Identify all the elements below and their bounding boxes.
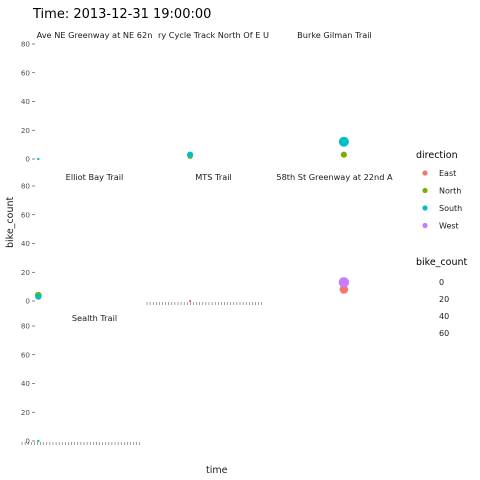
y-tick-label: 40 bbox=[21, 239, 31, 248]
x-tick-labels bbox=[22, 442, 140, 445]
facet-panel: MTS Trail bbox=[189, 172, 232, 302]
y-tick-label: 80 bbox=[21, 182, 31, 191]
data-point bbox=[339, 137, 349, 147]
size-legend-label: 20 bbox=[439, 295, 449, 304]
facet-strip-label: Sealth Trail bbox=[72, 313, 117, 323]
y-tick-label: 60 bbox=[21, 210, 31, 219]
data-point bbox=[339, 277, 349, 287]
facet-strip-label: 58th St Greenway at 22nd A bbox=[276, 172, 393, 182]
legend-key-dot bbox=[422, 188, 427, 193]
size-legend-label: 60 bbox=[439, 329, 449, 338]
y-tick-label: 20 bbox=[21, 408, 31, 417]
y-tick-label: 80 bbox=[21, 322, 31, 331]
data-point bbox=[341, 152, 347, 158]
legend-key-label: South bbox=[439, 204, 462, 213]
legend-key-label: West bbox=[439, 222, 459, 231]
facet-panel: Elliot Bay Trail 0 20 40 60 80 bbox=[21, 172, 123, 306]
color-legend-title: direction bbox=[416, 150, 458, 161]
y-tick-label: 80 bbox=[21, 40, 31, 49]
data-point bbox=[189, 300, 191, 302]
legend-key-label: East bbox=[439, 169, 456, 178]
x-axis-title: time bbox=[206, 465, 228, 476]
facet-strip-label: Ave NE Greenway at NE 62n bbox=[37, 30, 153, 40]
y-axis-title: bike_count bbox=[5, 196, 16, 248]
facet-strip-label: ry Cycle Track North Of E U bbox=[158, 30, 269, 40]
y-tick-label: 0 bbox=[25, 297, 30, 306]
legend-key-dot bbox=[422, 223, 427, 228]
size-legend-label: 0 bbox=[439, 278, 444, 287]
facet-strip-label: Burke Gilman Trail bbox=[297, 30, 372, 40]
facet-panel: Ave NE Greenway at NE 62n 0 20 40 60 80 bbox=[21, 30, 153, 164]
facet-strip-label: MTS Trail bbox=[195, 172, 232, 182]
facet-panels: Ave NE Greenway at NE 62n 0 20 40 60 80 ry Cyc… bbox=[21, 30, 393, 446]
data-point bbox=[35, 294, 41, 300]
y-tick-label: 60 bbox=[21, 68, 31, 77]
data-point bbox=[37, 158, 39, 160]
facet-panel: Sealth Trail 0 20 40 60 80 bbox=[21, 313, 117, 446]
y-tick-label: 20 bbox=[21, 126, 31, 135]
y-tick-label: 40 bbox=[21, 97, 31, 106]
y-tick-label: 0 bbox=[25, 437, 30, 446]
legend-key-dot bbox=[422, 205, 427, 210]
legend-key-label: North bbox=[439, 187, 461, 196]
chart-title: Time: 2013-12-31 19:00:00 bbox=[32, 7, 211, 22]
data-point bbox=[187, 152, 193, 158]
y-tick-label: 60 bbox=[21, 350, 31, 359]
facet-panel: 58th St Greenway at 22nd A bbox=[276, 172, 393, 294]
facet-panel: Burke Gilman Trail bbox=[297, 30, 372, 158]
y-tick-label: 40 bbox=[21, 379, 31, 388]
y-tick-label: 0 bbox=[25, 155, 30, 164]
y-tick-label: 20 bbox=[21, 268, 31, 277]
facet-strip-label: Elliot Bay Trail bbox=[66, 172, 124, 182]
x-tick-labels bbox=[147, 302, 262, 305]
facet-panel: ry Cycle Track North Of E U bbox=[158, 30, 269, 159]
size-legend-title: bike_count bbox=[416, 257, 468, 268]
size-legend-label: 40 bbox=[439, 312, 449, 321]
data-point bbox=[37, 440, 39, 442]
legend-key-dot bbox=[422, 170, 427, 175]
